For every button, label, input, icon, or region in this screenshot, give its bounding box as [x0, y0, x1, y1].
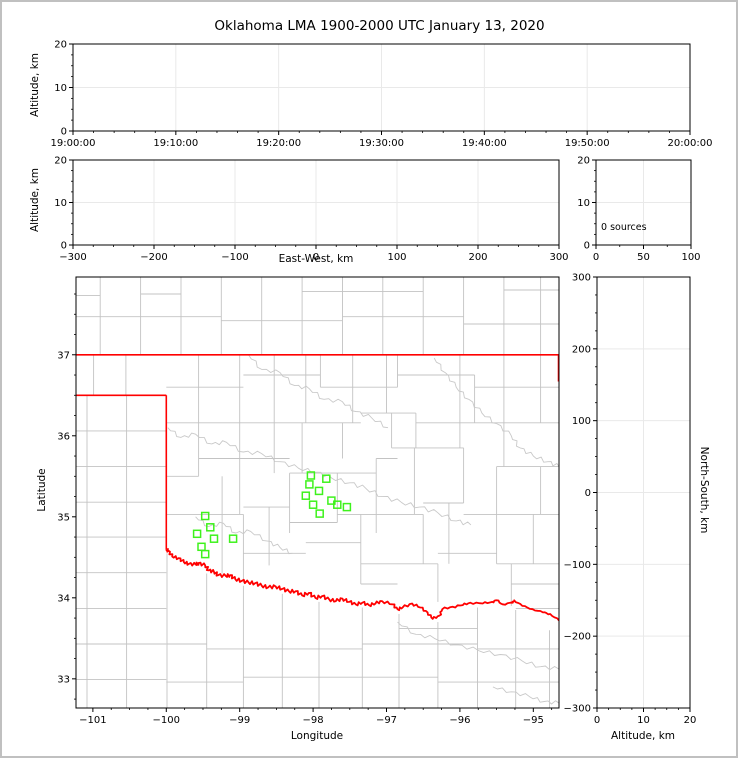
tick-label: 19:30:00	[359, 138, 404, 149]
tick-label: 0	[61, 241, 67, 252]
map-county-lines	[76, 277, 559, 708]
plan-view-map-panel: −101 −100 −99 −98 −97 −96 −95 33 34 35 36 37	[57, 276, 560, 726]
lma-station-marker	[192, 529, 202, 539]
tick-label: 200	[468, 252, 487, 263]
river-line	[397, 621, 559, 671]
ew-panel-xlabel: East-West, km	[278, 253, 354, 265]
panel-frame	[75, 276, 560, 709]
lma-station-marker	[301, 491, 311, 500]
tick-label: −100	[564, 560, 591, 571]
tick-label: 200	[572, 344, 591, 355]
map-state-border	[76, 353, 559, 622]
lma-station-marker	[306, 471, 316, 480]
tick-label: 19:00:00	[51, 138, 96, 149]
altitude-vs-time-panel: 19:00:00 19:10:00 19:20:00 19:30:00 19:40:00…	[51, 40, 713, 150]
ns-panel-xlabel: Altitude, km	[610, 730, 675, 742]
tick-label: 0	[594, 715, 600, 726]
tick-label: 0	[593, 252, 599, 263]
map-rivers	[167, 354, 559, 705]
tick-label: 20	[577, 156, 590, 167]
river-line	[433, 357, 559, 467]
tick-label: 0	[584, 241, 590, 252]
river-line	[248, 354, 389, 429]
tick-label: 35	[57, 512, 70, 523]
lma-station-marker	[315, 509, 324, 518]
tick-label: 19:10:00	[153, 138, 198, 149]
lma-station-marker	[314, 486, 324, 496]
tick-label: 10	[54, 198, 67, 209]
map-geography	[76, 277, 559, 708]
tick-label: 0	[313, 252, 319, 263]
river-line	[167, 427, 472, 526]
tick-label: −99	[229, 715, 250, 726]
tick-label: 100	[387, 252, 406, 263]
ns-panel-ylabel: North-South, km	[698, 446, 710, 534]
tick-label: 20:00:00	[668, 138, 713, 149]
lma-station-marker	[305, 480, 314, 489]
river-line	[195, 516, 293, 555]
tick-label: −96	[449, 715, 470, 726]
tick-label: −97	[376, 715, 397, 726]
tick-label: 19:50:00	[565, 138, 610, 149]
tick-label: 10	[637, 715, 650, 726]
tick-label: 0	[585, 488, 591, 499]
lma-station-marker	[200, 549, 210, 559]
tick-label: 10	[577, 198, 590, 209]
tick-label: 100	[681, 252, 700, 263]
lma-station-marker	[206, 523, 215, 532]
river-line	[492, 686, 559, 705]
hist-annotation: 0 sources	[601, 222, 647, 233]
map-xlabel: Longitude	[290, 730, 344, 742]
tick-label: −100	[221, 252, 248, 263]
tick-label: 20	[54, 156, 67, 167]
tick-label: 20	[684, 715, 697, 726]
tick-label: 37	[57, 350, 70, 361]
tick-label: 33	[57, 674, 70, 685]
tick-label: −300	[59, 252, 86, 263]
map-ylabel: Latitude	[36, 468, 48, 512]
tick-label: 20	[54, 40, 67, 51]
lma-station-marker	[308, 500, 318, 509]
lma-station-marker	[342, 502, 352, 512]
tick-label: 300	[572, 273, 591, 284]
lma-station-marker	[209, 534, 219, 543]
tick-label: 0	[61, 127, 67, 138]
tick-label: −200	[140, 252, 167, 263]
tick-label: −200	[564, 632, 591, 643]
tick-label: 19:20:00	[256, 138, 301, 149]
tick-label: 19:40:00	[462, 138, 507, 149]
lma-station-marker	[333, 500, 342, 509]
north-south-vs-altitude-panel: 0 10 20 −300 −200 −100 0 100 200 300	[564, 273, 697, 727]
tick-label: −101	[79, 715, 106, 726]
lma-station-marker	[228, 534, 238, 543]
tick-label: 36	[57, 431, 70, 442]
tick-label: 50	[637, 252, 650, 263]
time-panel-ylabel: Altitude, km	[29, 53, 41, 118]
red-river-border	[165, 548, 559, 622]
tick-label: −100	[153, 715, 180, 726]
lma-stations	[192, 471, 352, 559]
tick-label: 10	[54, 83, 67, 94]
tick-label: −98	[303, 715, 324, 726]
figure-title: Oklahoma LMA 1900-2000 UTC January 13, 2…	[214, 18, 545, 34]
lma-station-marker	[322, 474, 331, 483]
altitude-vs-east-west-panel: −300 −200 −100 0 100 200 300 0 10 20	[54, 156, 568, 264]
tick-label: 34	[57, 593, 70, 604]
tick-label: 100	[572, 416, 591, 427]
tick-label: 300	[549, 252, 568, 263]
altitude-histogram-panel: 0 50 100 0 10 20	[577, 156, 700, 264]
lma-station-marker	[200, 511, 210, 521]
tick-label: −300	[564, 704, 591, 715]
tick-label: −95	[523, 715, 544, 726]
ew-panel-ylabel: Altitude, km	[29, 168, 41, 233]
